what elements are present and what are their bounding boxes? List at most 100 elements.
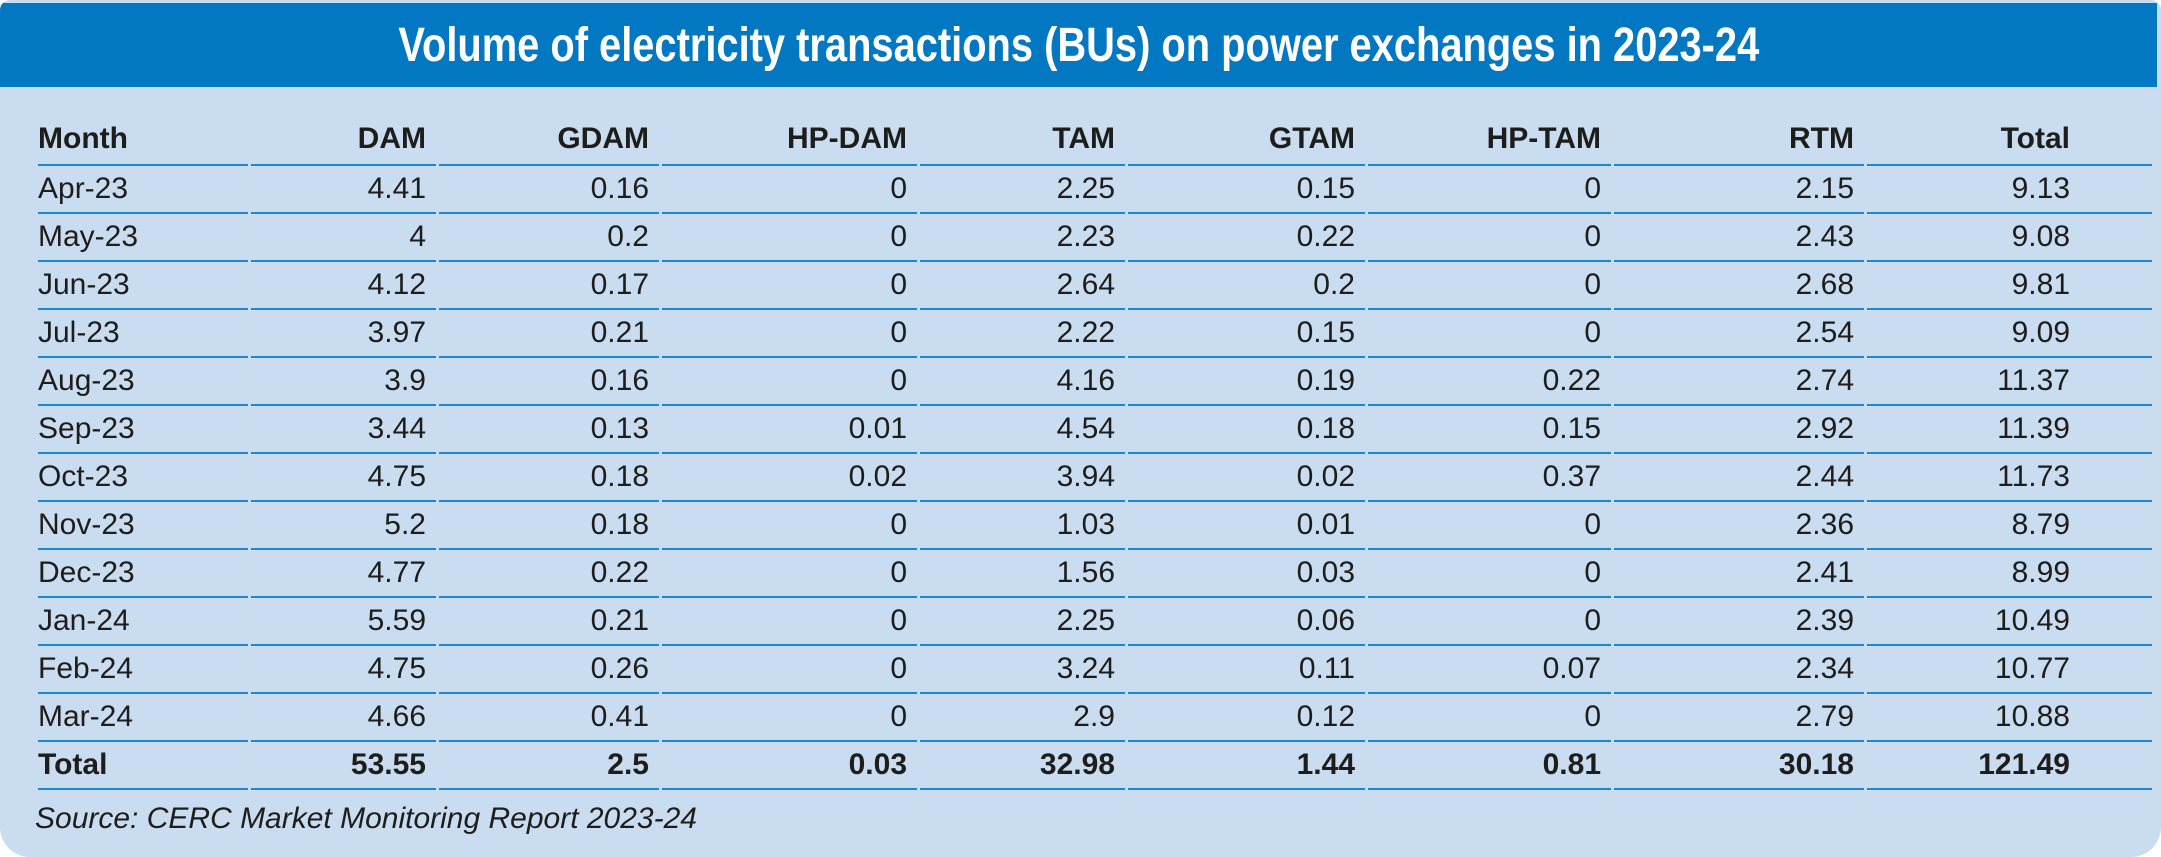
column-header-hp-tam: HP-TAM [1368, 112, 1611, 166]
month-cell: May-23 [38, 214, 248, 262]
value-cell-gtam: 0.01 [1128, 502, 1365, 550]
total-value-tam: 32.98 [920, 742, 1125, 790]
table-row: Aug-23 3.9 0.16 0 4.16 0.19 0.22 2.74 11.37 [38, 358, 2152, 406]
value-cell-dam: 3.44 [251, 406, 436, 454]
month-cell: Jan-24 [38, 598, 248, 646]
value-cell-gdam: 0.18 [439, 454, 659, 502]
title-bar: Volume of electricity transactions (BUs)… [0, 3, 2157, 87]
value-cell-tam: 1.03 [920, 502, 1125, 550]
value-cell-hp-dam: 0 [662, 694, 917, 742]
table-row: Jan-24 5.59 0.21 0 2.25 0.06 0 2.39 10.49 [38, 598, 2152, 646]
value-cell-gdam: 0.13 [439, 406, 659, 454]
table-row: Feb-24 4.75 0.26 0 3.24 0.11 0.07 2.34 10.77 [38, 646, 2152, 694]
table-row: Sep-23 3.44 0.13 0.01 4.54 0.18 0.15 2.92 11.39 [38, 406, 2152, 454]
value-cell-total: 9.08 [1867, 214, 2152, 262]
value-cell-gdam: 0.17 [439, 262, 659, 310]
column-header-total: Total [1867, 112, 2152, 166]
value-cell-rtm: 2.54 [1614, 310, 1864, 358]
table-row: Jul-23 3.97 0.21 0 2.22 0.15 0 2.54 9.09 [38, 310, 2152, 358]
value-cell-hp-tam: 0 [1368, 550, 1611, 598]
value-cell-total: 10.77 [1867, 646, 2152, 694]
column-header-gdam: GDAM [439, 112, 659, 166]
value-cell-gtam: 0.19 [1128, 358, 1365, 406]
total-value-rtm: 30.18 [1614, 742, 1864, 790]
value-cell-total: 9.13 [1867, 166, 2152, 214]
value-cell-hp-dam: 0 [662, 502, 917, 550]
value-cell-dam: 5.59 [251, 598, 436, 646]
table-row: Nov-23 5.2 0.18 0 1.03 0.01 0 2.36 8.79 [38, 502, 2152, 550]
value-cell-dam: 4.12 [251, 262, 436, 310]
value-cell-rtm: 2.36 [1614, 502, 1864, 550]
value-cell-hp-dam: 0 [662, 214, 917, 262]
value-cell-hp-dam: 0 [662, 646, 917, 694]
value-cell-rtm: 2.79 [1614, 694, 1864, 742]
value-cell-rtm: 2.43 [1614, 214, 1864, 262]
value-cell-total: 8.99 [1867, 550, 2152, 598]
value-cell-dam: 3.97 [251, 310, 436, 358]
column-header-gtam: GTAM [1128, 112, 1365, 166]
value-cell-gtam: 0.22 [1128, 214, 1365, 262]
value-cell-gdam: 0.21 [439, 310, 659, 358]
value-cell-hp-dam: 0.02 [662, 454, 917, 502]
value-cell-gdam: 0.22 [439, 550, 659, 598]
value-cell-tam: 2.23 [920, 214, 1125, 262]
month-cell: Apr-23 [38, 166, 248, 214]
value-cell-rtm: 2.41 [1614, 550, 1864, 598]
value-cell-tam: 2.22 [920, 310, 1125, 358]
value-cell-gdam: 0.21 [439, 598, 659, 646]
month-cell: Mar-24 [38, 694, 248, 742]
value-cell-hp-dam: 0 [662, 310, 917, 358]
value-cell-hp-tam: 0 [1368, 166, 1611, 214]
value-cell-hp-dam: 0 [662, 262, 917, 310]
month-cell: Nov-23 [38, 502, 248, 550]
value-cell-tam: 2.64 [920, 262, 1125, 310]
value-cell-total: 11.73 [1867, 454, 2152, 502]
month-cell: Sep-23 [38, 406, 248, 454]
value-cell-dam: 5.2 [251, 502, 436, 550]
value-cell-rtm: 2.15 [1614, 166, 1864, 214]
total-row: Total 53.55 2.5 0.03 32.98 1.44 0.81 30.… [38, 742, 2152, 790]
value-cell-dam: 4 [251, 214, 436, 262]
month-cell: Feb-24 [38, 646, 248, 694]
value-cell-tam: 4.54 [920, 406, 1125, 454]
value-cell-gtam: 0.03 [1128, 550, 1365, 598]
total-value-total: 121.49 [1867, 742, 2152, 790]
table-row: Dec-23 4.77 0.22 0 1.56 0.03 0 2.41 8.99 [38, 550, 2152, 598]
value-cell-tam: 2.9 [920, 694, 1125, 742]
value-cell-gdam: 0.2 [439, 214, 659, 262]
value-cell-total: 9.81 [1867, 262, 2152, 310]
value-cell-hp-tam: 0 [1368, 214, 1611, 262]
value-cell-gtam: 0.15 [1128, 310, 1365, 358]
value-cell-hp-tam: 0 [1368, 310, 1611, 358]
value-cell-tam: 1.56 [920, 550, 1125, 598]
value-cell-rtm: 2.68 [1614, 262, 1864, 310]
table-row: May-23 4 0.2 0 2.23 0.22 0 2.43 9.08 [38, 214, 2152, 262]
value-cell-rtm: 2.74 [1614, 358, 1864, 406]
value-cell-total: 10.49 [1867, 598, 2152, 646]
value-cell-gdam: 0.16 [439, 358, 659, 406]
table-body: Apr-23 4.41 0.16 0 2.25 0.15 0 2.15 9.13 May-23 4 0… [38, 166, 2152, 742]
value-cell-dam: 4.77 [251, 550, 436, 598]
value-cell-tam: 3.24 [920, 646, 1125, 694]
value-cell-gtam: 0.18 [1128, 406, 1365, 454]
value-cell-total: 9.09 [1867, 310, 2152, 358]
value-cell-hp-dam: 0 [662, 166, 917, 214]
value-cell-total: 11.39 [1867, 406, 2152, 454]
value-cell-hp-tam: 0 [1368, 694, 1611, 742]
value-cell-tam: 2.25 [920, 598, 1125, 646]
total-value-hp-dam: 0.03 [662, 742, 917, 790]
table-row: Mar-24 4.66 0.41 0 2.9 0.12 0 2.79 10.88 [38, 694, 2152, 742]
value-cell-hp-dam: 0.01 [662, 406, 917, 454]
value-cell-hp-tam: 0 [1368, 502, 1611, 550]
value-cell-gtam: 0.2 [1128, 262, 1365, 310]
value-cell-total: 11.37 [1867, 358, 2152, 406]
value-cell-tam: 3.94 [920, 454, 1125, 502]
total-value-gtam: 1.44 [1128, 742, 1365, 790]
figure-title: Volume of electricity transactions (BUs)… [398, 18, 1759, 72]
value-cell-hp-tam: 0 [1368, 262, 1611, 310]
month-cell: Oct-23 [38, 454, 248, 502]
value-cell-gdam: 0.16 [439, 166, 659, 214]
value-cell-hp-dam: 0 [662, 550, 917, 598]
value-cell-rtm: 2.39 [1614, 598, 1864, 646]
value-cell-hp-dam: 0 [662, 358, 917, 406]
